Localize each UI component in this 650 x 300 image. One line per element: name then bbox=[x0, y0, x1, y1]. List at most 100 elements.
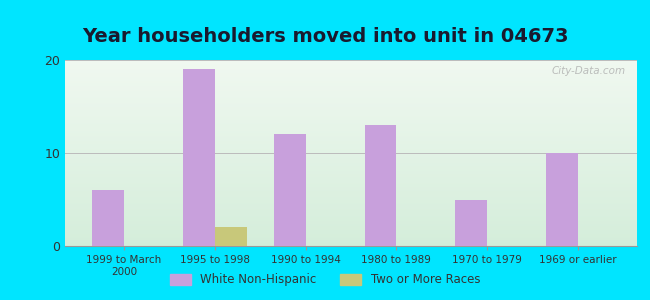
Bar bbox=[65, 234, 637, 235]
Bar bbox=[456, 200, 488, 246]
Bar bbox=[65, 136, 637, 137]
Bar bbox=[65, 108, 637, 109]
Bar bbox=[65, 86, 637, 87]
Bar bbox=[65, 62, 637, 63]
Bar bbox=[65, 169, 637, 170]
Bar bbox=[65, 162, 637, 163]
Bar bbox=[65, 122, 637, 123]
Bar bbox=[65, 77, 637, 78]
Bar bbox=[65, 168, 637, 169]
Bar bbox=[65, 60, 637, 61]
Bar bbox=[65, 66, 637, 67]
Bar bbox=[65, 111, 637, 112]
Bar bbox=[65, 61, 637, 62]
Bar bbox=[65, 165, 637, 166]
Bar bbox=[65, 237, 637, 238]
Bar bbox=[65, 103, 637, 104]
Bar bbox=[65, 127, 637, 128]
Bar bbox=[65, 201, 637, 202]
Bar bbox=[65, 72, 637, 73]
Bar bbox=[65, 204, 637, 205]
Bar bbox=[65, 150, 637, 151]
Bar bbox=[65, 97, 637, 98]
Bar bbox=[65, 196, 637, 197]
Bar bbox=[65, 63, 637, 64]
Bar bbox=[65, 153, 637, 154]
Bar bbox=[65, 120, 637, 122]
Bar bbox=[65, 240, 637, 241]
Bar bbox=[65, 207, 637, 208]
Bar bbox=[65, 236, 637, 237]
Bar bbox=[65, 239, 637, 240]
Bar bbox=[65, 148, 637, 149]
Bar bbox=[65, 235, 637, 236]
Text: Year householders moved into unit in 04673: Year householders moved into unit in 046… bbox=[82, 27, 568, 46]
Bar bbox=[65, 173, 637, 174]
Bar bbox=[65, 182, 637, 183]
Bar bbox=[65, 238, 637, 239]
Bar bbox=[65, 222, 637, 223]
Bar bbox=[65, 76, 637, 77]
Bar bbox=[65, 64, 637, 66]
Bar bbox=[65, 189, 637, 190]
Bar bbox=[65, 129, 637, 130]
Bar bbox=[65, 140, 637, 141]
Bar bbox=[65, 181, 637, 182]
Bar bbox=[65, 105, 637, 106]
Bar bbox=[65, 202, 637, 203]
Bar bbox=[65, 241, 637, 242]
Bar bbox=[65, 170, 637, 171]
Bar bbox=[65, 83, 637, 84]
Bar bbox=[65, 225, 637, 226]
Bar bbox=[65, 107, 637, 108]
Bar bbox=[65, 231, 637, 232]
Bar bbox=[65, 226, 637, 227]
Bar bbox=[65, 194, 637, 195]
Bar bbox=[65, 167, 637, 168]
Bar bbox=[65, 124, 637, 125]
Bar bbox=[65, 230, 637, 231]
Bar bbox=[65, 206, 637, 207]
Bar bbox=[65, 115, 637, 116]
Bar bbox=[65, 164, 637, 165]
Bar bbox=[65, 243, 637, 244]
Bar bbox=[65, 180, 637, 181]
Bar bbox=[546, 153, 578, 246]
Bar bbox=[65, 133, 637, 134]
Bar bbox=[65, 192, 637, 193]
Bar bbox=[65, 159, 637, 160]
Bar bbox=[65, 102, 637, 103]
Bar bbox=[65, 116, 637, 117]
Bar bbox=[65, 75, 637, 76]
Bar bbox=[65, 71, 637, 72]
Bar bbox=[65, 228, 637, 229]
Bar bbox=[65, 163, 637, 164]
Bar bbox=[65, 185, 637, 187]
Bar bbox=[65, 126, 637, 127]
Bar bbox=[65, 85, 637, 86]
Bar bbox=[65, 95, 637, 96]
Bar bbox=[65, 210, 637, 211]
Bar bbox=[65, 229, 637, 230]
Bar bbox=[65, 217, 637, 218]
Bar bbox=[65, 79, 637, 80]
Bar bbox=[65, 73, 637, 74]
Bar bbox=[65, 112, 637, 113]
Bar bbox=[65, 145, 637, 146]
Bar bbox=[65, 177, 637, 178]
Bar bbox=[65, 212, 637, 214]
Bar bbox=[65, 238, 637, 239]
Bar bbox=[65, 174, 637, 175]
Bar bbox=[65, 157, 637, 158]
Bar bbox=[65, 149, 637, 150]
Bar bbox=[65, 142, 637, 143]
Bar bbox=[65, 221, 637, 222]
Bar bbox=[65, 227, 637, 228]
Bar bbox=[65, 132, 637, 133]
Bar bbox=[65, 128, 637, 129]
Bar bbox=[65, 160, 637, 161]
Bar bbox=[65, 125, 637, 126]
Bar bbox=[65, 195, 637, 196]
Bar bbox=[65, 67, 637, 68]
Bar bbox=[65, 158, 637, 159]
